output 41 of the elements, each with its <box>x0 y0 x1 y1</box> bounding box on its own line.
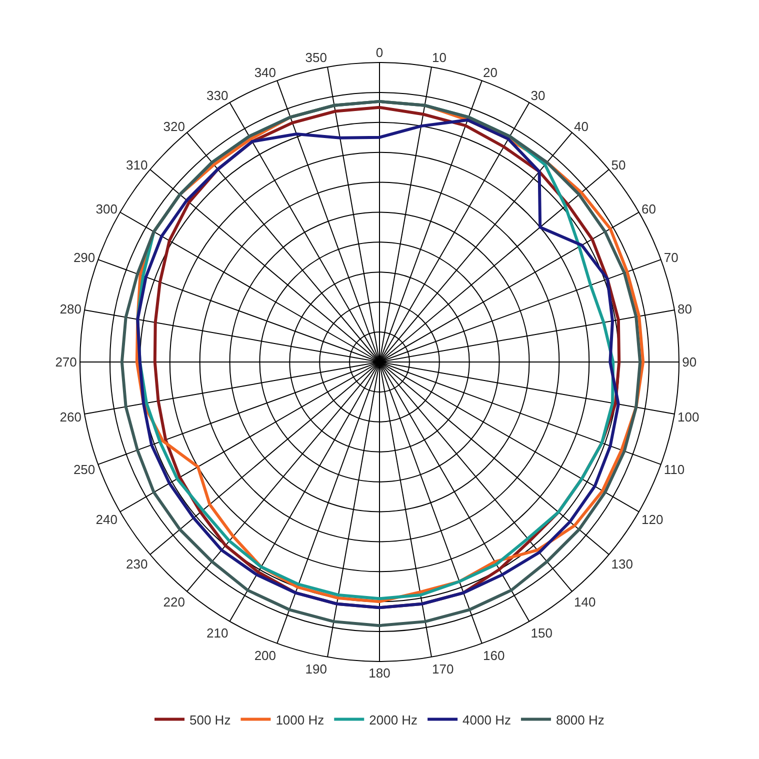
spoke-label: 260 <box>60 409 82 424</box>
spoke-label: 300 <box>96 201 118 216</box>
spoke-label: 20 <box>482 64 498 80</box>
spoke-label: 220 <box>163 594 185 610</box>
spoke-label: 270 <box>55 354 77 370</box>
spoke-label: 170 <box>432 662 454 677</box>
spoke-label: 330 <box>206 88 228 103</box>
spoke-label: 320 <box>163 119 185 134</box>
spoke-label: 230 <box>126 556 148 572</box>
legend-label: 1000 Hz <box>276 712 324 728</box>
spoke-label: 10 <box>432 50 447 66</box>
legend-label: 2000 Hz <box>369 712 418 728</box>
spoke-label: 50 <box>611 157 626 172</box>
spoke-label: 340 <box>254 64 276 80</box>
spoke-label: 240 <box>96 512 118 527</box>
spoke-label: 0 <box>376 44 384 60</box>
spoke-label: 290 <box>73 250 96 265</box>
spoke-label: 200 <box>254 648 276 664</box>
spoke-label: 310 <box>126 157 148 172</box>
spoke-label: 70 <box>664 250 678 265</box>
spoke-label: 210 <box>206 626 228 641</box>
spoke-label: 30 <box>530 88 546 103</box>
spoke-label: 100 <box>678 409 700 424</box>
spoke-label: 110 <box>664 462 685 478</box>
spoke-label: 190 <box>305 662 327 677</box>
spoke-label: 280 <box>60 301 82 316</box>
spoke-label: 130 <box>611 556 634 572</box>
spoke-label: 160 <box>482 648 505 664</box>
spoke-label: 140 <box>574 594 596 610</box>
spoke-label: 350 <box>305 50 327 66</box>
spoke-label: 60 <box>642 201 656 216</box>
spoke-label: 250 <box>73 462 96 478</box>
spoke-label: 150 <box>530 626 553 641</box>
spoke-label: 180 <box>368 666 390 681</box>
spoke-label: 40 <box>574 119 588 134</box>
spoke-label: 120 <box>642 512 664 527</box>
spoke-label: 80 <box>678 301 692 316</box>
spoke-label: 90 <box>682 354 697 370</box>
legend-label: 500 Hz <box>190 712 231 728</box>
legend-label: 4000 Hz <box>462 712 511 728</box>
legend-label: 8000 Hz <box>556 712 604 728</box>
